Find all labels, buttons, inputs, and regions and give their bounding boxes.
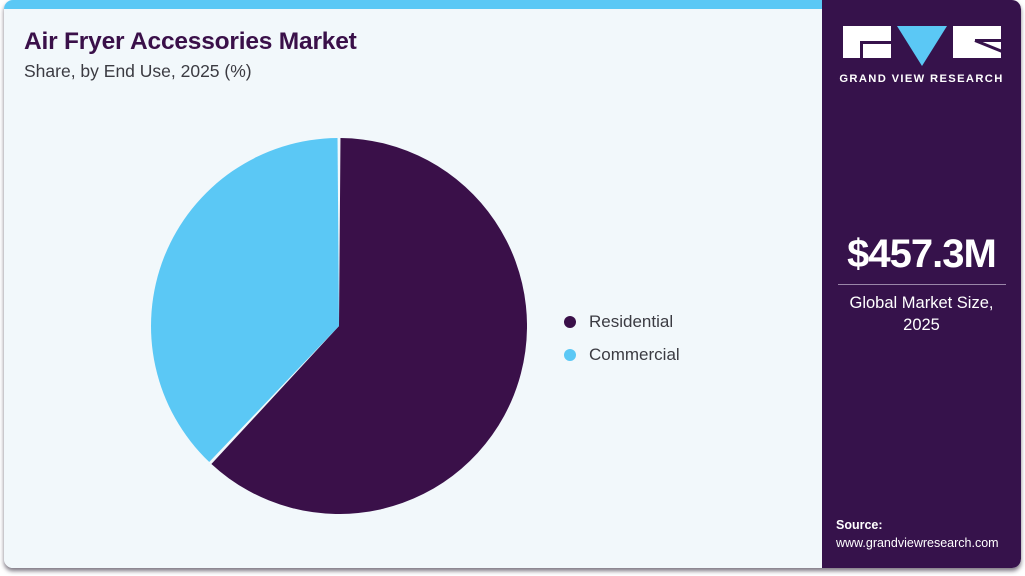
legend-label-commercial: Commercial bbox=[589, 344, 680, 364]
main-panel: Air Fryer Accessories Market Share, by E… bbox=[4, 9, 822, 568]
page-title: Air Fryer Accessories Market bbox=[24, 28, 357, 55]
legend-swatch-commercial bbox=[564, 348, 576, 361]
page-subtitle: Share, by End Use, 2025 (%) bbox=[24, 61, 252, 81]
market-size-value: $457.3M bbox=[847, 232, 997, 276]
legend-label-residential: Residential bbox=[589, 311, 674, 331]
legend-swatch-residential bbox=[564, 315, 576, 328]
source-attribution: Source: www.grandviewresearch.com bbox=[836, 516, 999, 552]
logo-letter-g-icon bbox=[842, 26, 891, 58]
logo-letter-r-icon bbox=[952, 26, 1001, 58]
market-size-caption: Global Market Size, 2025 bbox=[849, 294, 994, 335]
market-size-stat: $457.3M Global Market Size, 2025 bbox=[822, 233, 1021, 337]
brand-sidebar: GRAND VIEW RESEARCH $457.3M Global Marke… bbox=[822, 0, 1021, 568]
source-label: Source: bbox=[836, 517, 883, 532]
legend-item-commercial[interactable]: Commercial bbox=[564, 338, 794, 371]
top-accent-bar bbox=[4, 0, 822, 9]
pie-slice-residential[interactable] bbox=[211, 138, 527, 514]
pie-slice-commercial[interactable] bbox=[151, 138, 339, 463]
logo-wordmark: GRAND VIEW RESEARCH bbox=[839, 73, 1004, 85]
stat-divider bbox=[837, 284, 1006, 285]
infographic-card: Air Fryer Accessories Market Share, by E… bbox=[4, 0, 1021, 568]
logo-letter-v-triangle-icon bbox=[896, 26, 947, 66]
source-url[interactable]: www.grandviewresearch.com bbox=[836, 535, 999, 550]
pie-chart bbox=[151, 138, 527, 514]
logo-marks bbox=[842, 26, 1001, 66]
legend-item-residential[interactable]: Residential bbox=[564, 305, 794, 338]
chart-legend: Residential Commercial bbox=[564, 305, 794, 371]
brand-logo: GRAND VIEW RESEARCH bbox=[822, 26, 1021, 85]
